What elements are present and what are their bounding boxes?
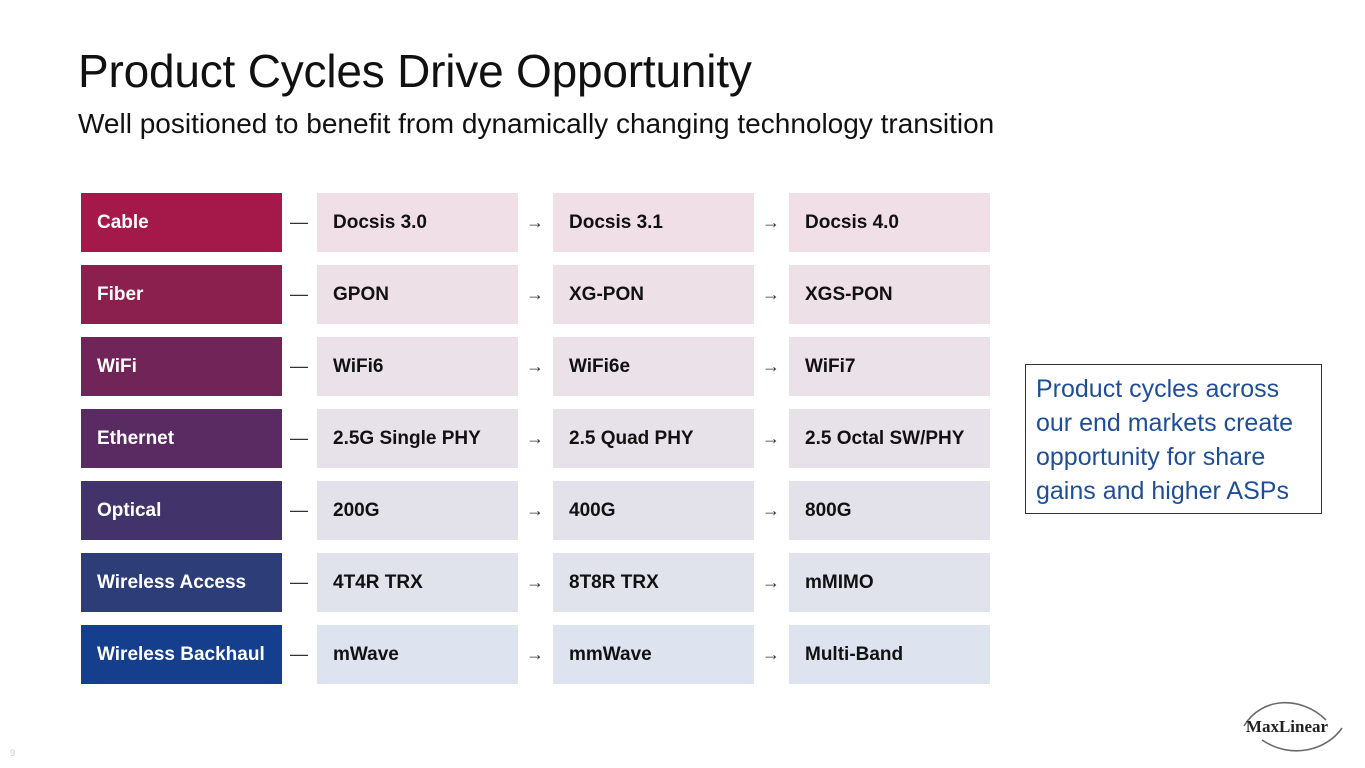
arrow-right-icon: → (762, 644, 780, 664)
table-row-wifi: WiFi — WiFi6 → WiFi6e → WiFi7 (81, 337, 991, 396)
arrow-right-icon: → (762, 356, 780, 376)
arrow-right-icon: → (762, 284, 780, 304)
generation-cell: Docsis 4.0 (789, 193, 990, 252)
arrow-right-icon: → (526, 284, 544, 304)
generation-cell: GPON (317, 265, 518, 324)
arrow-right-icon: → (526, 212, 544, 232)
table-row-optical: Optical — 200G → 400G → 800G (81, 481, 991, 540)
generation-cell: Multi-Band (789, 625, 990, 684)
generation-cell: WiFi6e (553, 337, 754, 396)
generation-cell: Docsis 3.0 (317, 193, 518, 252)
arrow-right-icon: → (526, 500, 544, 520)
dash-connector: — (290, 284, 308, 304)
generation-cell: WiFi7 (789, 337, 990, 396)
dash-connector: — (290, 356, 308, 376)
category-label: Optical (81, 481, 282, 540)
generation-cell: 2.5 Octal SW/PHY (789, 409, 990, 468)
generation-cell: 8T8R TRX (553, 553, 754, 612)
arrow-right-icon: → (526, 428, 544, 448)
generation-cell: WiFi6 (317, 337, 518, 396)
generation-cell: 800G (789, 481, 990, 540)
table-row-ethernet: Ethernet — 2.5G Single PHY → 2.5 Quad PH… (81, 409, 991, 468)
generation-cell: Docsis 3.1 (553, 193, 754, 252)
category-label: Wireless Access (81, 553, 282, 612)
generation-cell: XGS-PON (789, 265, 990, 324)
slide-subtitle: Well positioned to benefit from dynamica… (78, 108, 995, 139)
category-label: Fiber (81, 265, 282, 324)
category-label: Cable (81, 193, 282, 252)
arrow-right-icon: → (762, 428, 780, 448)
generation-cell: 400G (553, 481, 754, 540)
dash-connector: — (290, 644, 308, 664)
arrow-right-icon: → (526, 356, 544, 376)
maxlinear-logo: MaxLinear (1243, 701, 1343, 752)
table-row-wireless-access: Wireless Access — 4T4R TRX → 8T8R TRX → … (81, 553, 991, 612)
dash-connector: — (290, 500, 308, 520)
table-row-cable: Cable — Docsis 3.0 → Docsis 3.1 → Docsis… (81, 193, 991, 252)
dash-connector: — (290, 572, 308, 592)
category-label: Ethernet (81, 409, 282, 468)
arrow-right-icon: → (526, 644, 544, 664)
callout-box: Product cycles across our end markets cr… (1025, 364, 1322, 514)
generation-cell: mWave (317, 625, 518, 684)
generation-cell: 2.5G Single PHY (317, 409, 518, 468)
page-number: 9 (10, 748, 16, 758)
generation-cell: XG-PON (553, 265, 754, 324)
generation-cell: 200G (317, 481, 518, 540)
logo-text: MaxLinear (1246, 717, 1329, 736)
arrow-right-icon: → (762, 572, 780, 592)
slide-title: Product Cycles Drive Opportunity (78, 45, 752, 97)
category-label: Wireless Backhaul (81, 625, 282, 684)
dash-connector: — (290, 428, 308, 448)
arrow-right-icon: → (762, 500, 780, 520)
table-row-wireless-backhaul: Wireless Backhaul — mWave → mmWave → Mul… (81, 625, 991, 684)
dash-connector: — (290, 212, 308, 232)
table-row-fiber: Fiber — GPON → XG-PON → XGS-PON (81, 265, 991, 324)
arrow-right-icon: → (526, 572, 544, 592)
generation-cell: 4T4R TRX (317, 553, 518, 612)
generation-cell: mMIMO (789, 553, 990, 612)
generation-cell: mmWave (553, 625, 754, 684)
category-label: WiFi (81, 337, 282, 396)
generation-cell: 2.5 Quad PHY (553, 409, 754, 468)
arrow-right-icon: → (762, 212, 780, 232)
